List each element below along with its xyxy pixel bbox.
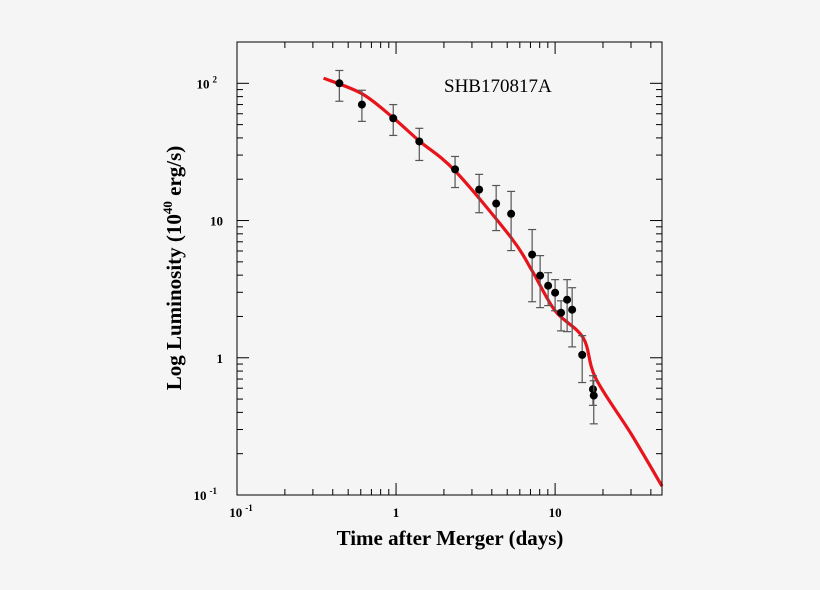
y-axis-title-exponent: 40 (160, 201, 175, 214)
data-point-group (335, 69, 344, 102)
data-point (568, 305, 577, 314)
x-tick-label: 10 (549, 505, 562, 520)
data-point (578, 350, 587, 359)
y-axis-title-unit: erg/s) (162, 146, 186, 201)
data-point-group (492, 184, 501, 232)
data-point (475, 185, 484, 194)
data-point-group (475, 173, 484, 214)
plot-frame (236, 41, 663, 496)
x-axis-title: Time after Merger (days) (337, 526, 564, 550)
data-point (492, 199, 501, 208)
data-point-group (568, 287, 577, 348)
data-point-group (451, 155, 460, 189)
data-point (588, 385, 597, 394)
data-point (507, 209, 516, 218)
data-point (389, 114, 398, 123)
chart-title: SHB170817A (444, 76, 552, 97)
y-tick-label: 10 -1 (194, 486, 218, 503)
axis-ticks (236, 41, 662, 496)
data-point (415, 137, 424, 146)
data-point-group (589, 380, 598, 425)
data-point-group (551, 279, 560, 312)
data-point (335, 79, 344, 88)
data-point-group (415, 127, 424, 162)
data-point (528, 250, 537, 259)
x-tick-label: 10 -1 (229, 503, 253, 520)
data-point (557, 308, 566, 317)
data-point (544, 281, 553, 290)
y-tick-label: 10 (210, 214, 223, 229)
y-axis-title: Log Luminosity (1040 erg/s) (160, 146, 186, 391)
y-tick-label: 10 2 (197, 74, 218, 91)
data-point (536, 271, 545, 280)
data-point-group (563, 279, 572, 333)
tick-labels: 10 -1 1 10 10 -1 1 10 10 2 (194, 74, 562, 520)
data-point-group (528, 228, 537, 303)
x-tick-label: 1 (393, 505, 400, 520)
data-point-group (536, 255, 545, 309)
data-point (451, 165, 460, 174)
y-axis-title-main: Log Luminosity (10 (162, 214, 186, 390)
data-point (551, 288, 560, 297)
data-point-group (357, 89, 366, 122)
data-point (563, 295, 572, 304)
data-point (589, 391, 598, 400)
data-point (357, 100, 366, 109)
data-point-group (544, 272, 553, 307)
data-points-layer (335, 69, 598, 425)
data-point-group (389, 103, 398, 137)
data-point-group (507, 190, 516, 252)
y-tick-label: 1 (217, 351, 224, 366)
data-point-group (578, 335, 587, 384)
